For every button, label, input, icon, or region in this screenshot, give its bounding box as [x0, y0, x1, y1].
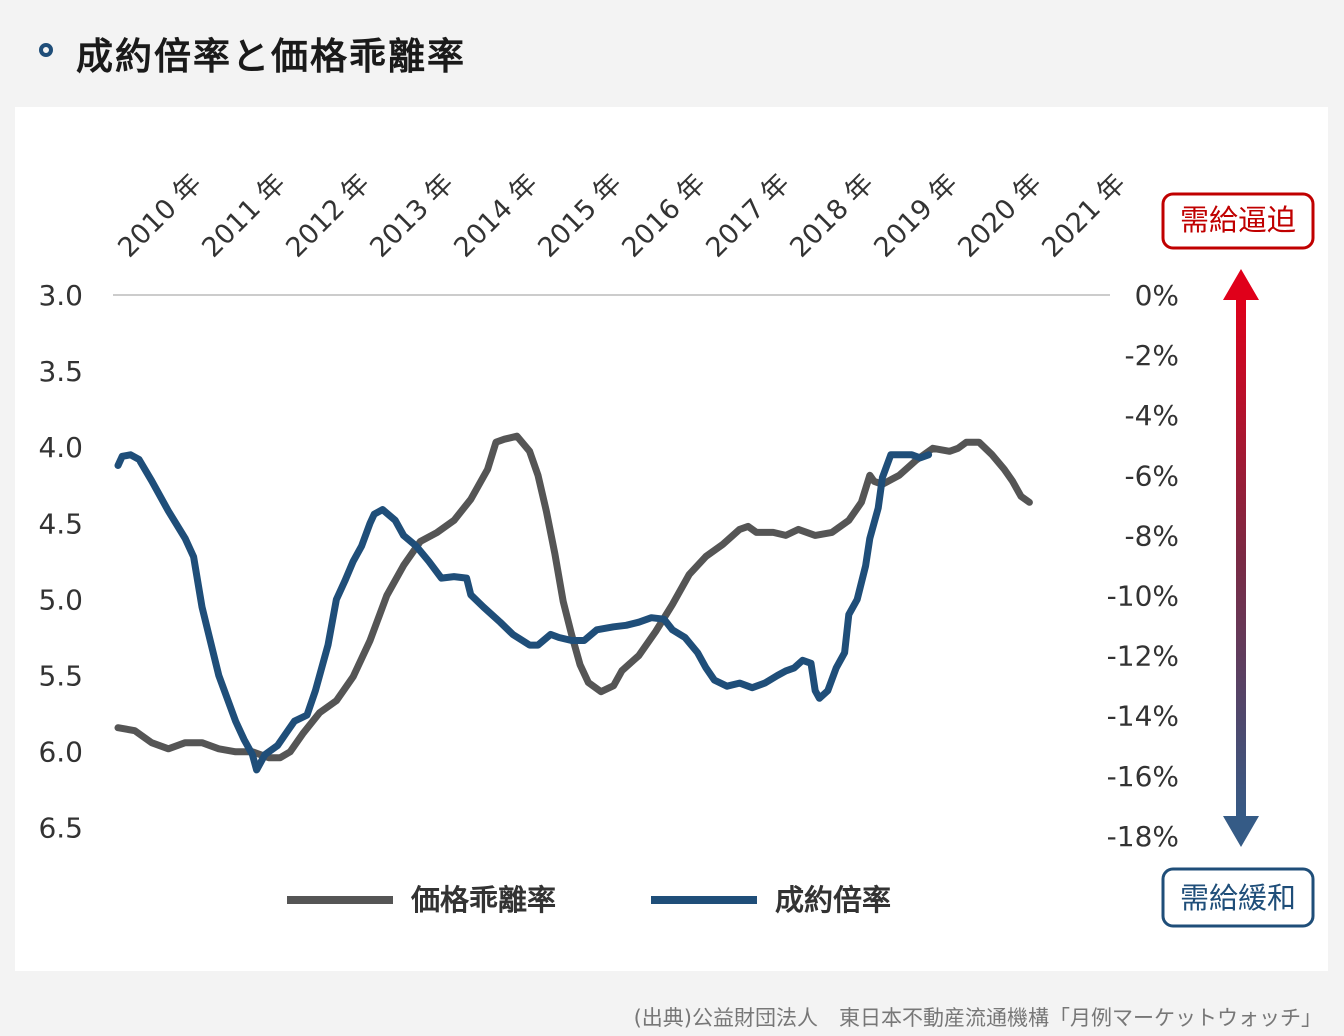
right-tick-label: -16%: [1107, 760, 1179, 793]
legend: 価格乖離率 成約倍率: [287, 883, 891, 917]
left-tick-label: 4.0: [38, 431, 83, 464]
left-tick-label: 5.5: [38, 660, 83, 693]
left-tick-label: 3.5: [38, 355, 83, 388]
x-tick-label: 2010 年: [112, 168, 208, 264]
right-tick-label: -2%: [1124, 339, 1179, 372]
x-tick-label: 2011 年: [196, 168, 292, 264]
page-title: 成約倍率と価格乖離率: [76, 35, 466, 78]
right-tick-label: -8%: [1124, 519, 1179, 552]
demand-arrow: [1223, 269, 1259, 847]
chart-panel: 2010 年 2011 年 2012 年 2013 年 2014 年 2015 年 2016…: [15, 107, 1328, 971]
supply-tight-label: 需給逼迫: [1180, 203, 1296, 237]
arrow-up-icon: [1223, 269, 1259, 300]
series-line-ratio: [114, 451, 933, 774]
loose-label: 需給緩和: [1161, 867, 1315, 928]
right-axis-tick-labels: 0% -2% -4% -6% -8% -10% -12% -14% -16% -18%: [1107, 279, 1179, 853]
series-line-gap: [114, 432, 1033, 762]
right-tick-label: -12%: [1107, 640, 1179, 673]
legend-label: 価格乖離率: [410, 883, 556, 917]
right-tick-label: -6%: [1124, 459, 1179, 492]
right-tick-label: -18%: [1107, 820, 1179, 853]
x-tick-label: 2021 年: [1036, 168, 1132, 264]
left-tick-label: 4.5: [38, 507, 83, 540]
tight-label: 需給逼迫: [1161, 192, 1315, 250]
x-tick-label: 2020 年: [952, 168, 1048, 264]
x-tick-label: 2015 年: [532, 168, 628, 264]
right-tick-label: -10%: [1107, 580, 1179, 613]
left-tick-label: 6.0: [38, 736, 83, 769]
x-tick-label: 2018 年: [784, 168, 880, 264]
circle-bullet-icon: [39, 43, 53, 57]
right-tick-label: 0%: [1135, 279, 1179, 312]
arrow-down-icon: [1223, 816, 1259, 847]
source-note: (出典)公益財団法人 東日本不動産流通機構「月例マーケットウォッチ」: [633, 1006, 1322, 1030]
x-tick-label: 2014 年: [448, 168, 544, 264]
left-tick-label: 6.5: [38, 812, 83, 845]
x-tick-label: 2013 年: [364, 168, 460, 264]
right-tick-label: -4%: [1124, 399, 1179, 432]
x-tick-label: 2016 年: [616, 168, 712, 264]
x-tick-label: 2019 年: [868, 168, 964, 264]
header: 成約倍率と価格乖離率: [0, 0, 1344, 105]
left-axis-tick-labels: 3.0 3.5 4.0 4.5 5.0 5.5 6.0 6.5: [38, 279, 83, 845]
supply-loose-label: 需給緩和: [1180, 881, 1296, 915]
legend-label: 成約倍率: [775, 883, 891, 917]
x-tick-label: 2017 年: [700, 168, 796, 264]
series-layer: [114, 432, 1033, 774]
right-tick-label: -14%: [1107, 700, 1179, 733]
x-tick-label: 2012 年: [280, 168, 376, 264]
left-tick-label: 3.0: [38, 279, 83, 312]
left-tick-label: 5.0: [38, 583, 83, 616]
